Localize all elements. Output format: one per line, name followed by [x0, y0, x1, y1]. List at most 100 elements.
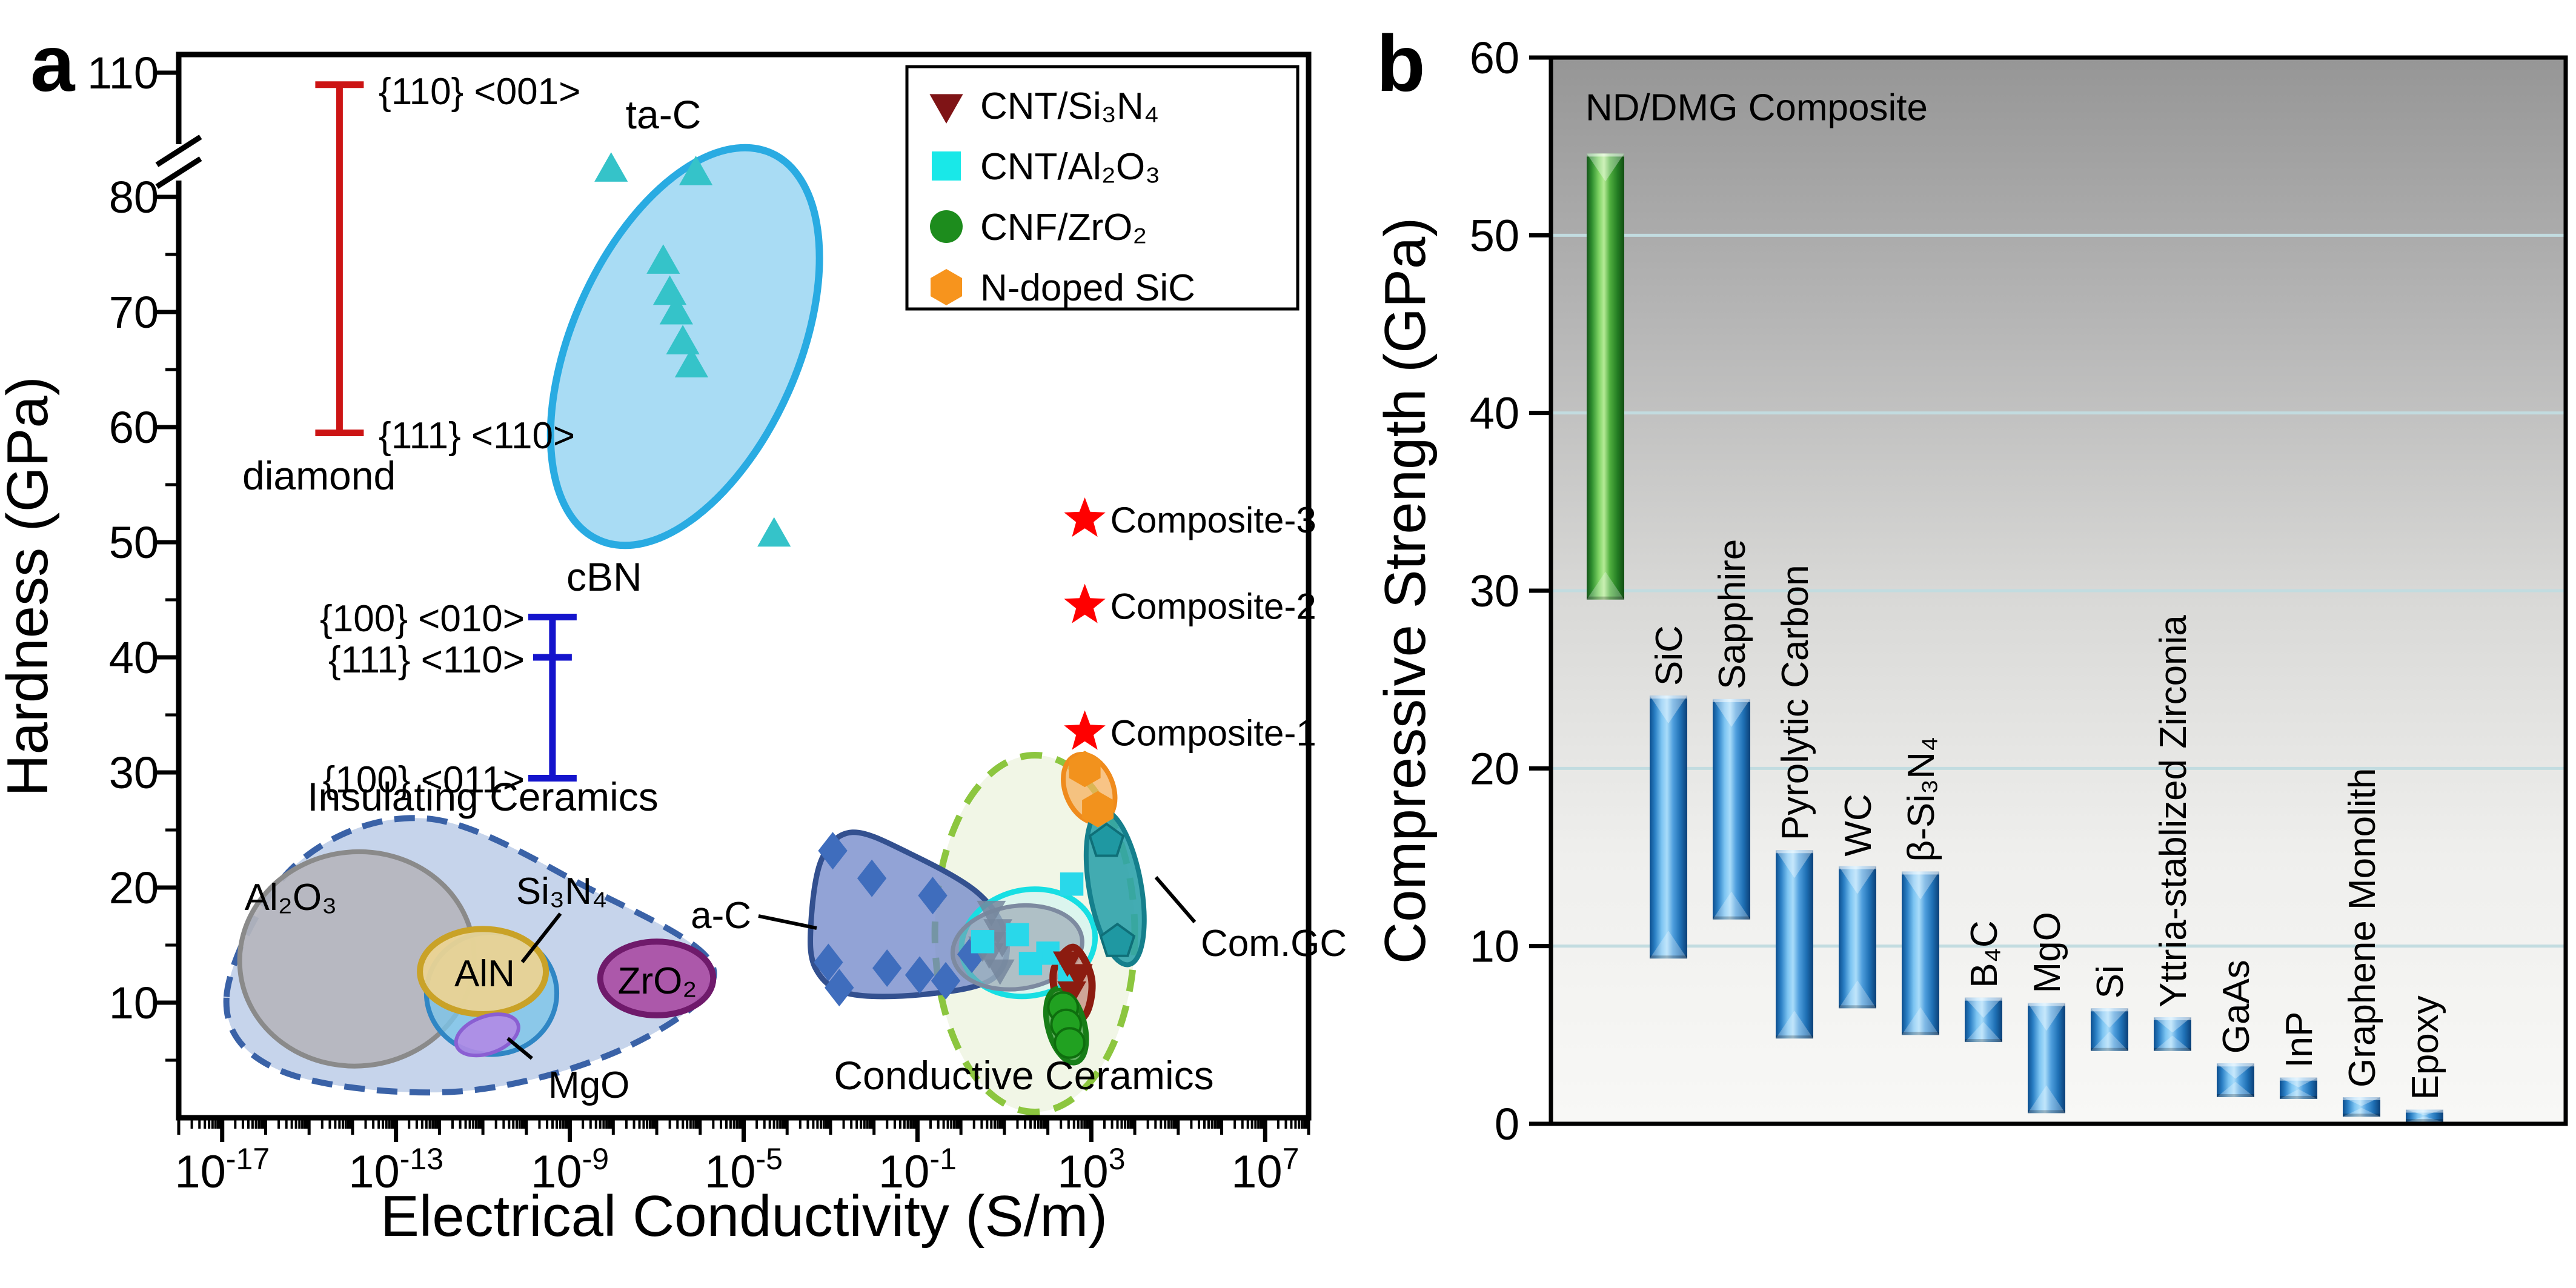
bar-top-bevel: [1902, 871, 1939, 900]
mgo-pointer: [506, 1037, 533, 1060]
bar-top-edge: [2091, 1008, 2128, 1012]
bar-bottom-edge: [1776, 1035, 1813, 1039]
y-tick-label-b: 40: [1470, 388, 1519, 439]
bar-rect: [2154, 1017, 2191, 1051]
y-tick-label: 20: [109, 863, 159, 913]
y-tick-label: 80: [109, 172, 159, 222]
composite-star-label: Composite-1: [1110, 713, 1316, 754]
marker-square: [1006, 923, 1029, 947]
com-gc-pointer: [1154, 876, 1197, 923]
bar-top-bevel: [1713, 699, 1750, 727]
si3n4-pointer: [520, 912, 562, 963]
bar-rect: [2280, 1077, 2317, 1099]
bar-label-2: Sapphire: [1711, 539, 1753, 689]
bar-bottom-bevel: [2028, 1085, 2065, 1114]
bar-bottom-bevel: [2343, 1107, 2380, 1117]
y-tick-label-b: 30: [1470, 566, 1519, 616]
region-MgO: [454, 1012, 520, 1058]
legend-marker-circle: [930, 210, 963, 243]
panel-a-x-axis-title: Electrical Conductivity (S/m): [380, 1184, 1107, 1249]
bar-bottom-edge: [2343, 1114, 2380, 1117]
bar-bottom-edge: [2091, 1047, 2128, 1051]
legend-marker-square: [932, 151, 961, 181]
y-tick-label-110: 110: [87, 48, 159, 98]
bar-top-bevel: [1776, 850, 1813, 878]
scatter-markers-layer: [594, 152, 1136, 1059]
bar-bottom-edge: [2406, 1119, 2443, 1123]
marker-triangle-down: [985, 959, 1015, 985]
marker-diamond: [818, 832, 848, 870]
cbn-orientation-bottom-label: {100} <011>: [323, 759, 525, 801]
marker-circle: [1054, 1027, 1086, 1059]
panel-b-letter: b: [1376, 19, 1426, 108]
pointer-lines-layer: [506, 876, 1197, 1060]
bar-rect: [2343, 1097, 2380, 1117]
zro2-label: ZrO₂: [618, 960, 697, 1002]
legend: CNT/Si₃N₄ CNT/Al₂O₃ CNF/ZrO₂ N-doped SiC: [905, 65, 1300, 311]
marker-diamond: [905, 956, 935, 994]
x-tick-label: 10-9: [531, 1142, 609, 1198]
y-tick-label-b: 50: [1470, 210, 1519, 261]
diamond-label: diamond: [242, 453, 396, 498]
bar-top-edge: [2406, 1109, 2443, 1113]
bar-bottom-bevel: [1650, 931, 1687, 959]
axis-break-slash: [155, 134, 202, 167]
bar-top-bevel: [1650, 695, 1687, 724]
legend-box: [905, 65, 1300, 311]
bar-bottom-bevel: [2217, 1081, 2254, 1097]
y-tick-label-b: 20: [1470, 743, 1519, 794]
legend-marker-hexagon: [931, 269, 962, 305]
bar-bottom-bevel: [1587, 571, 1624, 600]
cbn-orientation-mid-label: {111} <110>: [328, 639, 525, 681]
y-tick-label-b: 60: [1470, 33, 1519, 83]
axis-break-slash: [155, 156, 202, 189]
bar-top-bevel: [1587, 153, 1624, 182]
bar-label-5: β-Si₃N₄: [1900, 737, 1942, 862]
bar-top-edge: [1713, 699, 1750, 702]
bar-top-bevel: [2091, 1008, 2128, 1028]
bar-bottom-bevel: [1902, 1007, 1939, 1035]
y-tick-label: 40: [109, 632, 159, 683]
y-tick-label-b: 0: [1495, 1099, 1519, 1149]
bar-top-edge: [1776, 850, 1813, 854]
bar-label-3: Pyrolytic Carbon: [1774, 565, 1816, 840]
marker-triangle-down: [1063, 964, 1093, 990]
legend-markers: [929, 94, 963, 305]
marker-square: [1060, 872, 1084, 896]
al2o3-label: Al₂O₃: [245, 877, 337, 918]
bar-bottom-edge: [2154, 1047, 2191, 1051]
bar-rect: [1902, 871, 1939, 1035]
bar-top-bevel: [2154, 1017, 2191, 1033]
bar-top-edge: [1839, 866, 1876, 869]
bar-10: [2217, 1063, 2254, 1097]
bar-rect: [2091, 1008, 2128, 1051]
legend-label-n-doped-sic: N-doped SiC: [980, 267, 1195, 309]
marker-triangle-down: [977, 900, 1006, 926]
panel-b-y-axis-title: Compressive Strength (GPa): [1373, 217, 1438, 964]
bar-label-13: Epoxy: [2405, 995, 2446, 1100]
bar-labels-layer: ND/DMG Composite SiC Sapphire Pyrolytic Car…: [1585, 87, 2446, 1100]
bar-top-edge: [2343, 1097, 2380, 1100]
y-tick-label-b: 10: [1470, 921, 1519, 972]
com-gc-label: Com.GC: [1201, 923, 1347, 964]
y-tick-label: 70: [109, 287, 159, 337]
bar-bottom-bevel: [1713, 891, 1750, 920]
bar-1: [1650, 695, 1687, 959]
conductive-ceramics-label: Conductive Ceramics: [834, 1053, 1213, 1098]
bar-bottom-bevel: [2406, 1116, 2443, 1123]
si3n4-label: Si₃N₄: [516, 871, 607, 912]
bar-label-7: MgO: [2027, 912, 2068, 993]
bar-bottom-bevel: [2154, 1035, 2191, 1051]
composite-star: [1064, 710, 1106, 750]
bar-rect: [2028, 1003, 2065, 1114]
bar-bottom-edge: [1965, 1039, 2002, 1043]
y-tick-label: 10: [109, 978, 159, 1028]
marker-hexagon: [1069, 751, 1101, 788]
legend-label-cnt-si3n4: CNT/Si₃N₄: [980, 85, 1159, 127]
marker-diamond: [872, 949, 902, 987]
bar-rect: [1839, 866, 1876, 1009]
region-ZrO2: [597, 938, 717, 1018]
marker-hexagon: [1082, 791, 1114, 828]
